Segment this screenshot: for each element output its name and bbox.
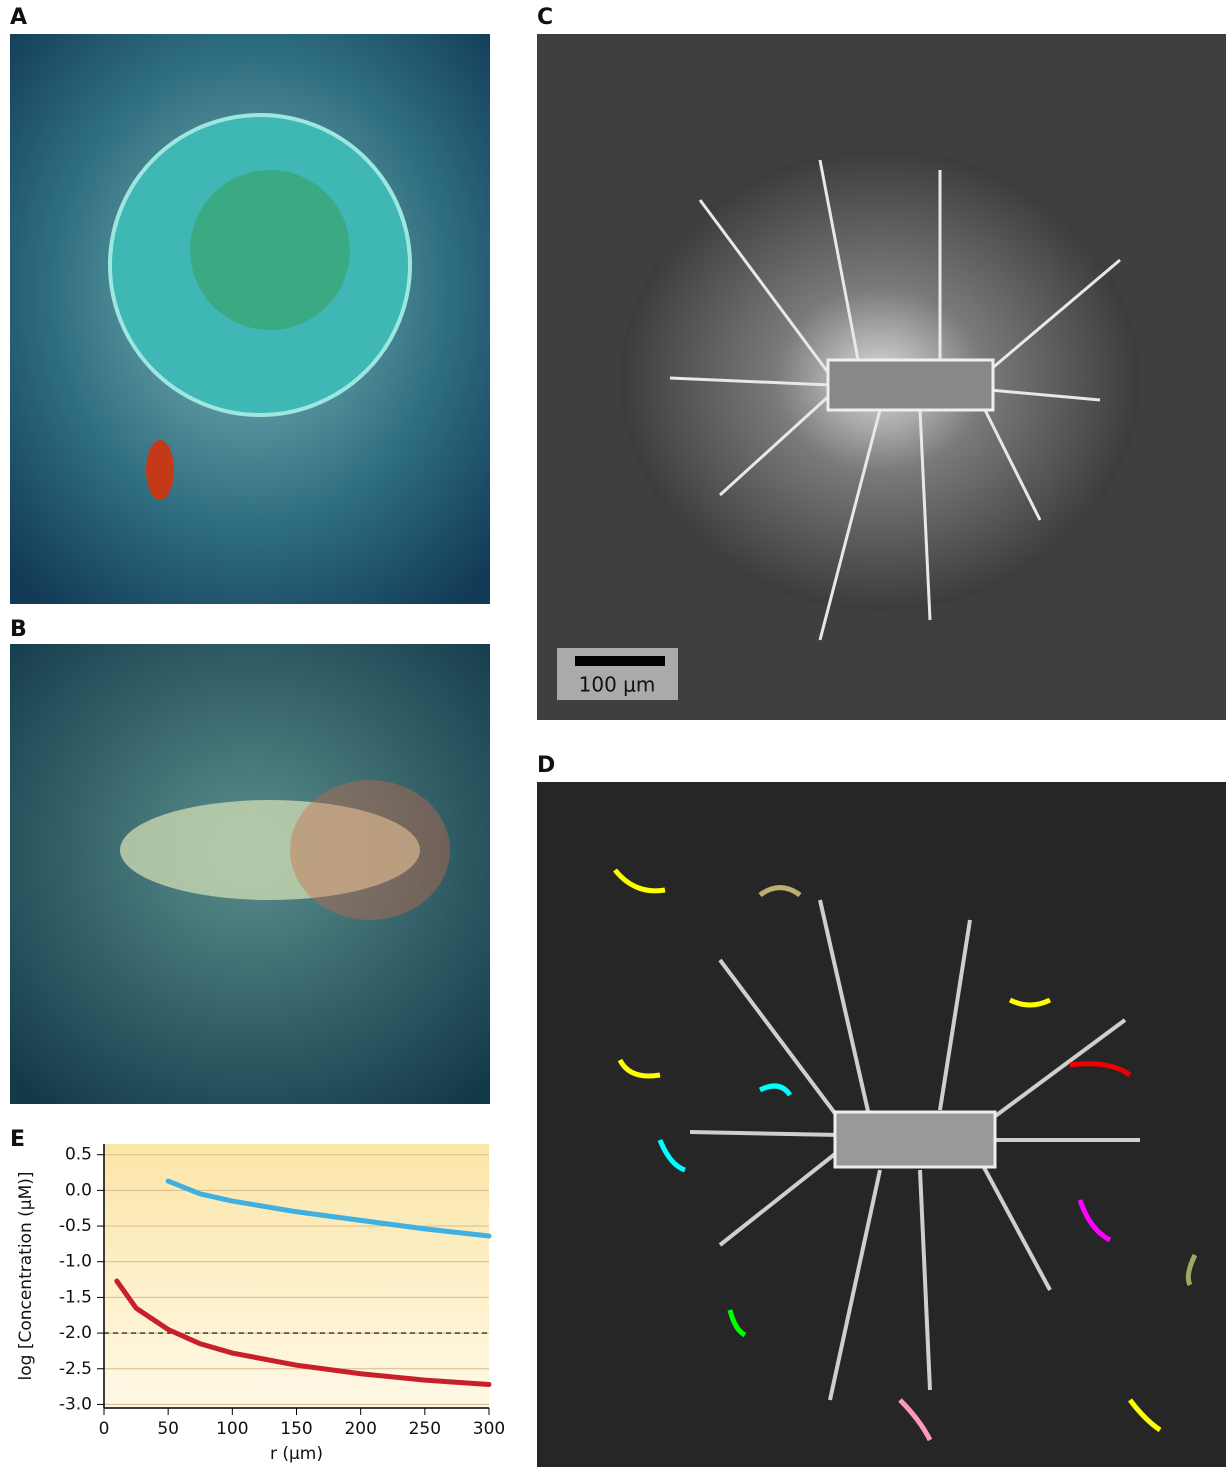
y-tick-label: -3.0 <box>59 1394 92 1414</box>
x-tick-label: 250 <box>409 1419 441 1439</box>
y-tick-label: -2.0 <box>59 1323 92 1343</box>
panel-label: A <box>10 5 27 30</box>
panel-label: B <box>10 617 27 642</box>
y-tick-label: 0.0 <box>65 1180 92 1200</box>
y-tick-label: -1.5 <box>59 1287 92 1307</box>
bacterium <box>146 440 174 500</box>
y-tick-label: -1.0 <box>59 1252 92 1272</box>
figure: 100 μm A B C D E 0.5 0.0 -0.5 -1.0 -1.5 -2.0 -2.5 -3… <box>0 0 1226 1467</box>
panel-label: D <box>537 753 555 778</box>
x-axis-label: r (μm) <box>270 1444 323 1464</box>
x-tick-label: 300 <box>473 1419 505 1439</box>
y-tick-label: -0.5 <box>59 1216 92 1236</box>
scale-bar-label: 100 μm <box>579 673 656 697</box>
panel-label: E <box>10 1127 25 1152</box>
x-tick-label: 200 <box>344 1419 376 1439</box>
scale-bar <box>575 656 665 666</box>
diatom-cell <box>828 360 993 410</box>
panel-label: C <box>537 5 553 30</box>
y-tick-label: -2.5 <box>59 1359 92 1379</box>
phycosphere <box>290 780 450 920</box>
x-tick-label: 150 <box>280 1419 312 1439</box>
diatom-cell <box>835 1112 995 1167</box>
x-tick-label: 100 <box>216 1419 248 1439</box>
x-tick-label: 50 <box>157 1419 179 1439</box>
y-axis-label: log [Concentration (μM)] <box>16 1172 36 1381</box>
x-tick-label: 0 <box>99 1419 110 1439</box>
coccolith <box>190 170 350 330</box>
y-tick-label: 0.5 <box>65 1145 92 1165</box>
